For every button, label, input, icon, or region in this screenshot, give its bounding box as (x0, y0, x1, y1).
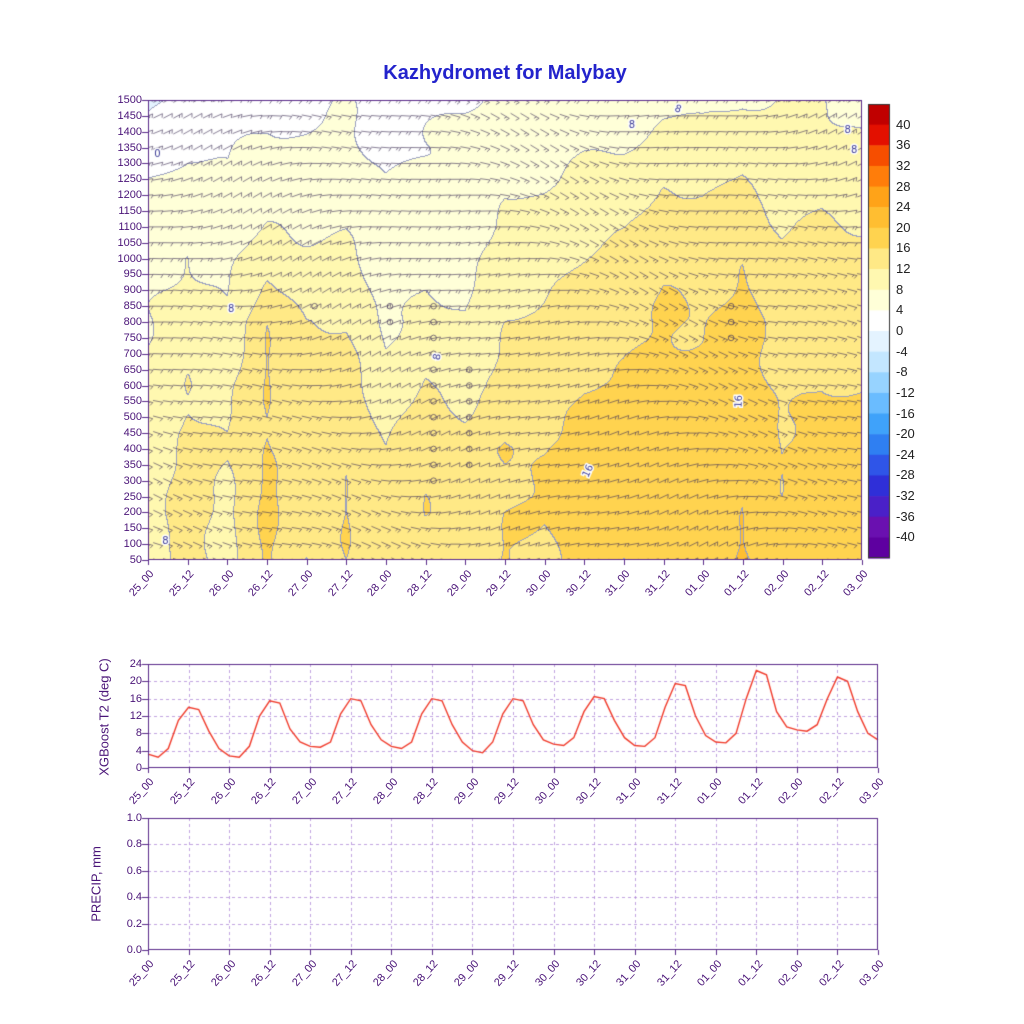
precip-axis-title: PRECIP, mm (88, 846, 104, 922)
t2-axis-title: XGBoost T2 (deg C) (96, 658, 112, 776)
